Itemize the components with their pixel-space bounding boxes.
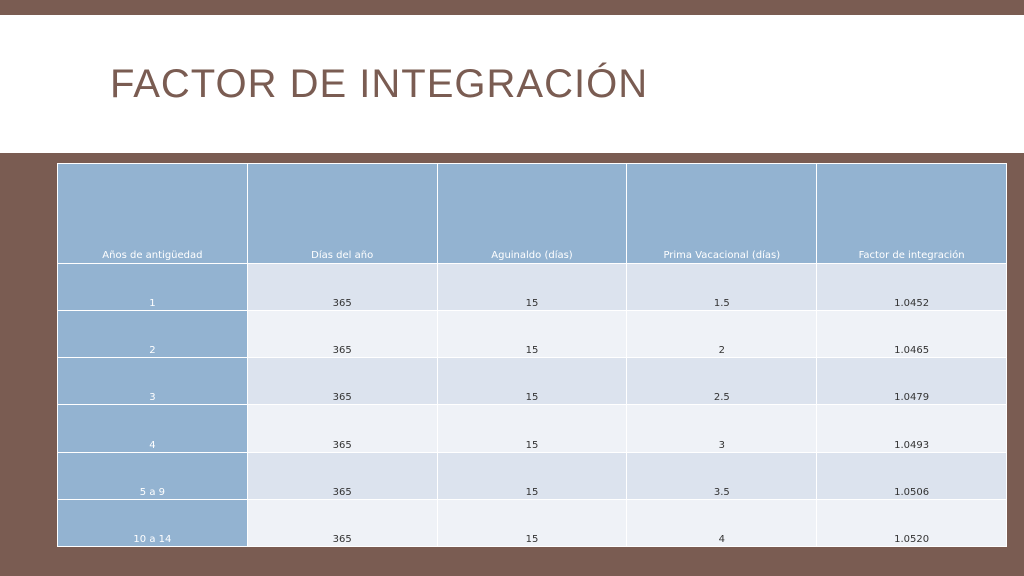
cell-days-of-year: 365 [246, 262, 438, 312]
table-row: 1 365 15 1.5 1.0452 [57, 262, 1007, 312]
cell-aguinaldo-days: 15 [436, 262, 628, 312]
cell-aguinaldo-days: 15 [436, 498, 628, 548]
cell-days-of-year: 365 [246, 498, 438, 548]
cell-vacation-premium-days: 1.5 [626, 262, 818, 312]
title-band [0, 15, 1024, 153]
cell-vacation-premium-days: 3.5 [626, 451, 818, 500]
cell-years-seniority: 2 [57, 310, 248, 359]
cell-years-seniority: 3 [57, 357, 248, 406]
cell-years-seniority: 4 [57, 404, 248, 453]
cell-integration-factor: 1.0479 [816, 357, 1007, 406]
cell-vacation-premium-days: 3 [626, 404, 818, 453]
table-row: 4 365 15 3 1.0493 [57, 404, 1007, 453]
cell-aguinaldo-days: 15 [436, 357, 628, 406]
cell-aguinaldo-days: 15 [436, 451, 628, 500]
header-vacation-premium-days: Prima Vacacional (días) [626, 163, 818, 264]
slide-title: FACTOR DE INTEGRACIÓN [110, 62, 649, 106]
cell-days-of-year: 365 [246, 451, 438, 500]
header-row: Años de antigüedad Días del año Aguinald… [57, 163, 1007, 264]
cell-integration-factor: 1.0465 [816, 310, 1007, 359]
cell-years-seniority: 1 [57, 262, 248, 312]
cell-aguinaldo-days: 15 [436, 404, 628, 453]
table-row: 10 a 14 365 15 4 1.0520 [57, 498, 1007, 548]
cell-integration-factor: 1.0493 [816, 404, 1007, 453]
header-aguinaldo-days: Aguinaldo (días) [436, 163, 628, 264]
table-row: 2 365 15 2 1.0465 [57, 310, 1007, 359]
cell-vacation-premium-days: 4 [626, 498, 818, 548]
header-years-seniority: Años de antigüedad [57, 163, 248, 264]
cell-integration-factor: 1.0452 [816, 262, 1007, 312]
cell-days-of-year: 365 [246, 310, 438, 359]
cell-days-of-year: 365 [246, 357, 438, 406]
cell-years-seniority: 10 a 14 [57, 498, 248, 548]
cell-integration-factor: 1.0506 [816, 451, 1007, 500]
cell-vacation-premium-days: 2.5 [626, 357, 818, 406]
table-row: 5 a 9 365 15 3.5 1.0506 [57, 451, 1007, 500]
header-days-of-year: Días del año [246, 163, 438, 264]
cell-days-of-year: 365 [246, 404, 438, 453]
table-container: Años de antigüedad Días del año Aguinald… [57, 163, 1007, 548]
cell-years-seniority: 5 a 9 [57, 451, 248, 500]
header-integration-factor: Factor de integración [816, 163, 1007, 264]
cell-vacation-premium-days: 2 [626, 310, 818, 359]
integration-factor-table: Años de antigüedad Días del año Aguinald… [57, 163, 1007, 548]
cell-integration-factor: 1.0520 [816, 498, 1007, 548]
table-row: 3 365 15 2.5 1.0479 [57, 357, 1007, 406]
cell-aguinaldo-days: 15 [436, 310, 628, 359]
